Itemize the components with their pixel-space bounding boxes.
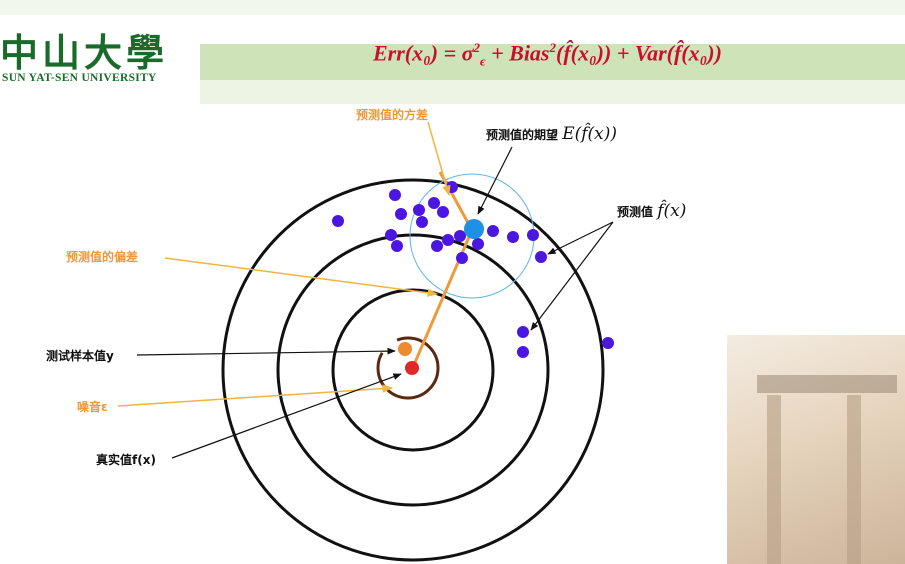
predicted-point: [413, 204, 425, 216]
label-pred-value-text: 预测值: [617, 205, 654, 219]
predicted-point: [602, 337, 614, 349]
arrow-pred-variance: [427, 121, 451, 197]
noise-ring: [376, 336, 440, 400]
label-pred-variance: 预测值的方差: [356, 108, 429, 122]
label-pred-expectation-text: 预测值的期望: [486, 128, 559, 142]
campus-photo: [727, 335, 905, 564]
formula-bias-arg: (f̂(x₀)): [556, 40, 612, 66]
predicted-point: [389, 189, 401, 201]
predicted-point: [507, 231, 519, 243]
arrow-test-sample: [136, 347, 396, 356]
predicted-point: [517, 346, 529, 358]
label-pred-bias: 预测值的偏差: [66, 250, 139, 264]
label-test-sample: 测试样本值y: [46, 349, 114, 363]
header-green-band-light: [200, 80, 905, 104]
arrow-pred-bias: [164, 257, 439, 297]
bias-variance-formula: Err(x₀) = σ2ϵ + Bias2(f̂(x₀)) + Var(f̂(x…: [373, 40, 722, 70]
predicted-point: [535, 251, 547, 263]
photo-pillar: [847, 395, 861, 564]
label-true-value: 真实值f(x): [96, 453, 156, 467]
predicted-point: [437, 206, 449, 218]
photo-roof: [757, 375, 897, 393]
predicted-point: [454, 230, 466, 242]
formula-var: + Var(f̂(x₀)): [611, 40, 722, 66]
label-pred-expectation-math: E(f̂(x)): [562, 124, 618, 144]
formula-bias: + Bias: [485, 40, 550, 66]
target-ring-middle: [276, 233, 550, 507]
arrow-pred-value-2: [530, 221, 614, 331]
university-logo-en: SUN YAT-SEN UNIVERSITY: [2, 72, 157, 84]
predicted-point: [416, 216, 428, 228]
predicted-point: [395, 208, 407, 220]
formula-sigma-sup: 2: [473, 40, 481, 55]
predicted-points: [332, 181, 614, 358]
university-logo-cn: 中山大學: [0, 30, 169, 75]
bias-line: [411, 229, 474, 368]
predicted-point: [487, 225, 499, 237]
true-value-point: [405, 361, 419, 375]
target-ring-inner: [331, 288, 495, 452]
predicted-point: [428, 197, 440, 209]
photo-pillar: [767, 395, 781, 564]
predicted-point: [517, 326, 529, 338]
expectation-point: [464, 219, 484, 239]
arrow-noise: [117, 384, 394, 407]
header-green-band: [200, 44, 905, 80]
header-band: [0, 0, 905, 15]
predicted-point: [391, 240, 403, 252]
predicted-point: [442, 234, 454, 246]
arrow-true-value: [171, 373, 402, 459]
target-ring-outer: [221, 178, 605, 562]
predicted-point: [456, 252, 468, 264]
label-pred-expectation: 预测值的期望 E(f̂(x)): [486, 124, 617, 144]
predicted-point: [332, 215, 344, 227]
formula-bias-sup: 2: [549, 40, 557, 55]
formula-sigma-sub: ϵ: [480, 53, 486, 69]
arrow-pred-value-1: [547, 221, 614, 255]
test-sample-point: [398, 342, 412, 356]
predicted-point: [472, 238, 484, 250]
predicted-point: [385, 229, 397, 241]
label-pred-value: 预测值 f̂(x): [617, 201, 686, 221]
arrow-expectation: [477, 146, 513, 215]
predicted-point: [431, 240, 443, 252]
predicted-point: [527, 229, 539, 241]
formula-lhs: Err(x₀) = σ: [373, 40, 474, 66]
label-noise: 噪音ε: [77, 400, 108, 414]
label-pred-value-math: f̂(x): [657, 201, 687, 221]
